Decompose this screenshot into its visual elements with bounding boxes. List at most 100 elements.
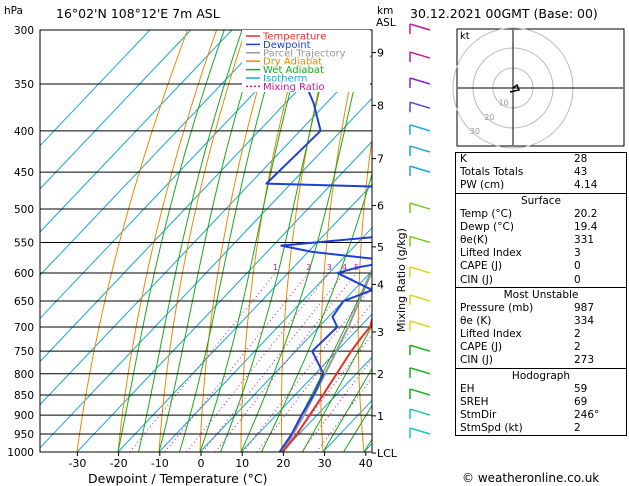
hodo-row: EH 59 bbox=[456, 383, 626, 396]
mu-row: θe (K) 334 bbox=[456, 315, 626, 328]
wind-barb bbox=[409, 101, 431, 109]
wind-barb bbox=[409, 124, 431, 132]
index-value: 43 bbox=[574, 166, 588, 179]
km-tick-label: 4 bbox=[377, 278, 384, 291]
index-value: 0 bbox=[574, 273, 581, 286]
hodo-row: StmSpd (kt) 2 bbox=[456, 422, 626, 435]
surface-row: CAPE (J) 0 bbox=[456, 260, 626, 273]
pressure-tick-label: 800 bbox=[14, 369, 34, 381]
km-tick-label: 1 bbox=[377, 410, 384, 423]
wind-barb bbox=[409, 23, 431, 31]
isotherm-line bbox=[158, 227, 372, 452]
wind-barb bbox=[409, 408, 431, 416]
isotherm-line bbox=[40, 30, 315, 320]
mixing-ratio-line bbox=[202, 272, 345, 452]
surface-row: Dewp (°C) 19.4 bbox=[456, 221, 626, 234]
wind-barb bbox=[409, 320, 431, 328]
index-label: CIN (J) bbox=[460, 354, 493, 367]
mixing-ratio-label: 1 bbox=[273, 263, 278, 272]
plot-frame bbox=[39, 29, 373, 453]
mu-row: Lifted Index 2 bbox=[456, 328, 626, 341]
legend-entry: Wet Adiabat bbox=[263, 65, 324, 76]
temperature-tick-label: 10 bbox=[235, 457, 249, 470]
wet-adiabat-line bbox=[158, 30, 262, 452]
pressure-tick-label: 600 bbox=[14, 268, 34, 280]
index-label: PW (cm) bbox=[460, 179, 505, 192]
isotherm-line bbox=[117, 183, 372, 452]
indices-table: K 28 Totals Totals 43 PW (cm) 4.14 Surface Te… bbox=[455, 152, 627, 437]
pressure-tick-label: 850 bbox=[14, 390, 34, 402]
mixing-ratio-line bbox=[242, 285, 372, 452]
surface-row: θe(K) 331 bbox=[456, 234, 626, 247]
hpa-label: hPa bbox=[4, 5, 23, 17]
mixing-ratio-label: 2 bbox=[306, 263, 311, 272]
legend-entry: Temperature bbox=[262, 32, 326, 43]
isotherm-line bbox=[281, 356, 372, 452]
mixing-ratio-axis-label: Mixing Ratio (g/kg) bbox=[395, 228, 408, 332]
datetime-title: 30.12.2021 00GMT (Base: 00) bbox=[410, 6, 598, 21]
isotherm-line bbox=[40, 30, 151, 147]
index-value: 334 bbox=[574, 314, 595, 327]
index-value: 4.14 bbox=[574, 179, 598, 192]
pressure-tick-label: 450 bbox=[14, 167, 34, 179]
index-label: Lifted Index bbox=[460, 247, 522, 260]
legend-entry: Dry Adiabat bbox=[263, 57, 322, 68]
km-label: km bbox=[377, 5, 394, 17]
wind-barb bbox=[409, 427, 431, 435]
index-value: 69 bbox=[574, 395, 588, 408]
surface-header: Surface bbox=[456, 192, 626, 208]
wind-barb bbox=[409, 165, 431, 173]
isotherm-line bbox=[40, 97, 372, 449]
index-label: StmDir bbox=[460, 409, 497, 421]
mixing-ratio-line bbox=[164, 272, 310, 452]
index-label: K bbox=[460, 153, 467, 165]
location-title: 16°02'N 108°12'E 7m ASL bbox=[56, 6, 220, 21]
mixing-ratio-line bbox=[214, 272, 357, 452]
wind-barb bbox=[409, 294, 431, 302]
wind-barb bbox=[409, 145, 431, 153]
index-value: 0 bbox=[574, 260, 581, 273]
index-label: StmSpd (kt) bbox=[460, 422, 523, 435]
isotherm-line bbox=[40, 54, 372, 406]
mixing-ratio-line bbox=[315, 377, 372, 452]
wind-barb bbox=[409, 266, 431, 274]
legend-box bbox=[242, 30, 370, 92]
mu-row: CAPE (J) 2 bbox=[456, 341, 626, 354]
km-tick-label: 9 bbox=[377, 47, 384, 60]
isotherm-line bbox=[40, 30, 192, 190]
dry-adiabat-line bbox=[199, 30, 276, 452]
temperature-tick-label: 40 bbox=[359, 457, 373, 470]
pressure-tick-label: 300 bbox=[14, 25, 34, 37]
isotherm-line bbox=[240, 313, 372, 452]
index-label: CAPE (J) bbox=[460, 260, 503, 273]
index-value: 2 bbox=[574, 328, 581, 341]
isotherm-line bbox=[40, 30, 274, 276]
hodo-unit: kt bbox=[460, 31, 470, 42]
legend-entry: Isotherm bbox=[263, 74, 307, 85]
hodo-row: SREH 69 bbox=[456, 396, 626, 409]
dry-adiabat-line bbox=[76, 30, 188, 452]
km-tick-label: 2 bbox=[377, 368, 384, 381]
temperature-tick-label: 0 bbox=[198, 457, 205, 470]
km-tick-label: LCL bbox=[377, 447, 398, 460]
dewpoint-line bbox=[265, 30, 372, 452]
index-value: 20.2 bbox=[574, 207, 598, 220]
legend-entry: Dewpoint bbox=[263, 40, 311, 51]
index-label: SREH bbox=[460, 395, 489, 408]
pressure-tick-label: 1000 bbox=[7, 447, 34, 459]
pressure-tick-label: 900 bbox=[14, 410, 34, 422]
index-value: 2 bbox=[574, 341, 581, 354]
mu-row: CIN (J) 273 bbox=[456, 354, 626, 367]
wind-barb bbox=[409, 202, 431, 210]
mixing-ratio-label: 4 bbox=[342, 263, 347, 272]
index-value: 28 bbox=[574, 153, 588, 165]
wind-barb bbox=[409, 77, 431, 85]
wet-adiabat-line bbox=[302, 324, 372, 452]
dry-adiabat-line bbox=[357, 135, 372, 452]
temperature-tick-label: -30 bbox=[68, 457, 86, 470]
mu-row: Pressure (mb) 987 bbox=[456, 302, 626, 315]
temperature-tick-label: 20 bbox=[276, 457, 290, 470]
most-unstable-header: Most Unstable bbox=[456, 286, 626, 302]
wind-barb bbox=[409, 367, 431, 375]
